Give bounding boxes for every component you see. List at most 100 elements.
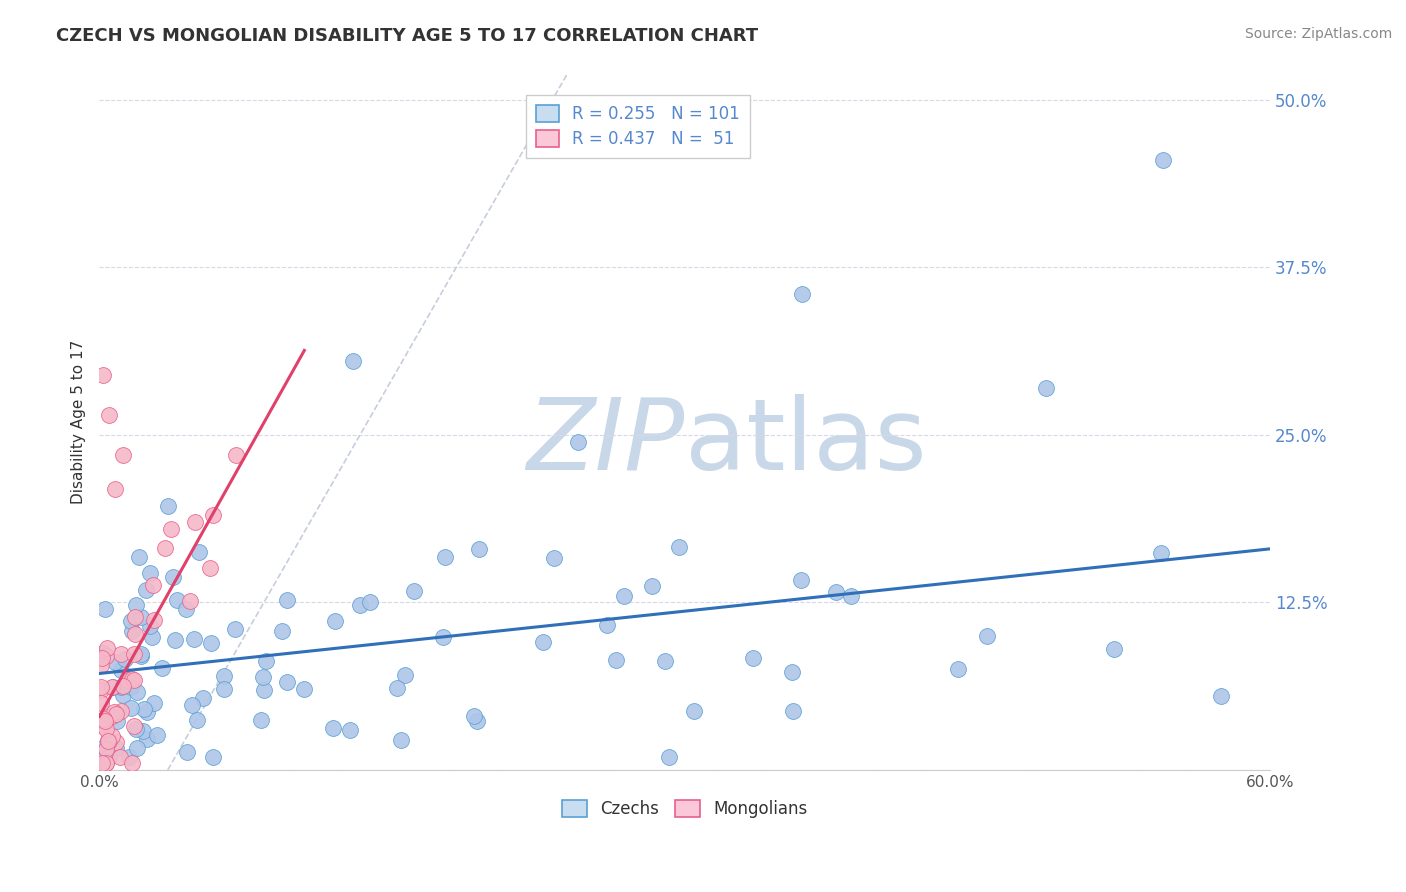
Point [142,696,165,710]
Point [91,368,114,382]
Point [111,688,134,702]
Point [105,714,128,729]
Point [322,721,344,735]
Point [117,673,139,688]
Point [434,549,457,564]
Point [465,714,488,728]
Point [93,749,115,764]
Point [640,579,662,593]
Point [254,654,277,668]
Point [94,722,117,736]
Point [135,583,157,598]
Point [166,592,188,607]
Point [104,707,127,722]
Point [91,651,114,665]
Point [94,756,117,771]
Legend: Czechs, Mongolians: Czechs, Mongolians [555,793,814,824]
Point [1035,381,1057,395]
Point [188,545,211,559]
Point [613,589,636,603]
Point [162,570,184,584]
Point [139,619,162,633]
Point [790,287,813,301]
Point [90,658,112,673]
Point [129,648,152,663]
Point [605,652,627,666]
Point [212,669,235,683]
Point [96,734,118,748]
Point [1211,690,1233,704]
Point [96,641,118,656]
Point [127,685,149,699]
Point [342,354,364,368]
Point [174,601,197,615]
Point [389,733,412,747]
Point [97,733,120,747]
Point [658,749,681,764]
Point [124,627,146,641]
Point [108,750,131,764]
Point [782,704,804,718]
Point [129,609,152,624]
Point [250,713,273,727]
Point [104,655,127,669]
Point [94,756,117,771]
Point [252,682,274,697]
Point [118,749,141,764]
Point [157,500,180,514]
Text: Source: ZipAtlas.com: Source: ZipAtlas.com [1244,27,1392,41]
Point [1150,546,1173,560]
Point [94,715,117,730]
Point [120,614,142,628]
Point [110,704,132,718]
Point [139,566,162,581]
Point [110,680,132,694]
Point [98,749,121,764]
Point [323,615,346,629]
Text: ZIP: ZIP [527,394,685,491]
Point [349,598,371,612]
Point [132,702,155,716]
Point [359,595,381,609]
Point [98,734,121,748]
Point [191,690,214,705]
Point [146,728,169,742]
Point [183,632,205,646]
Point [91,646,114,660]
Point [94,601,117,615]
Text: CZECH VS MONGOLIAN DISABILITY AGE 5 TO 17 CORRELATION CHART: CZECH VS MONGOLIAN DISABILITY AGE 5 TO 1… [56,27,758,45]
Point [1102,642,1125,657]
Point [179,593,201,607]
Point [212,681,235,696]
Point [668,540,690,554]
Y-axis label: Disability Age 5 to 17: Disability Age 5 to 17 [72,339,86,504]
Point [468,541,491,556]
Point [124,648,146,662]
Point [1152,153,1174,167]
Point [121,756,143,771]
Point [104,482,127,496]
Point [180,698,202,712]
Point [120,681,142,695]
Point [176,745,198,759]
Point [150,661,173,675]
Point [104,734,127,748]
Point [276,675,298,690]
Point [596,617,619,632]
Point [567,434,589,449]
Point [531,635,554,649]
Point [128,549,150,564]
Point [90,696,112,710]
Point [91,756,114,771]
Point [224,622,246,636]
Point [385,681,408,695]
Point [155,541,177,556]
Point [136,731,159,746]
Point [122,719,145,733]
Point [404,583,426,598]
Point [94,649,117,664]
Point [142,613,165,627]
Point [98,408,121,422]
Point [654,654,676,668]
Point [198,561,221,575]
